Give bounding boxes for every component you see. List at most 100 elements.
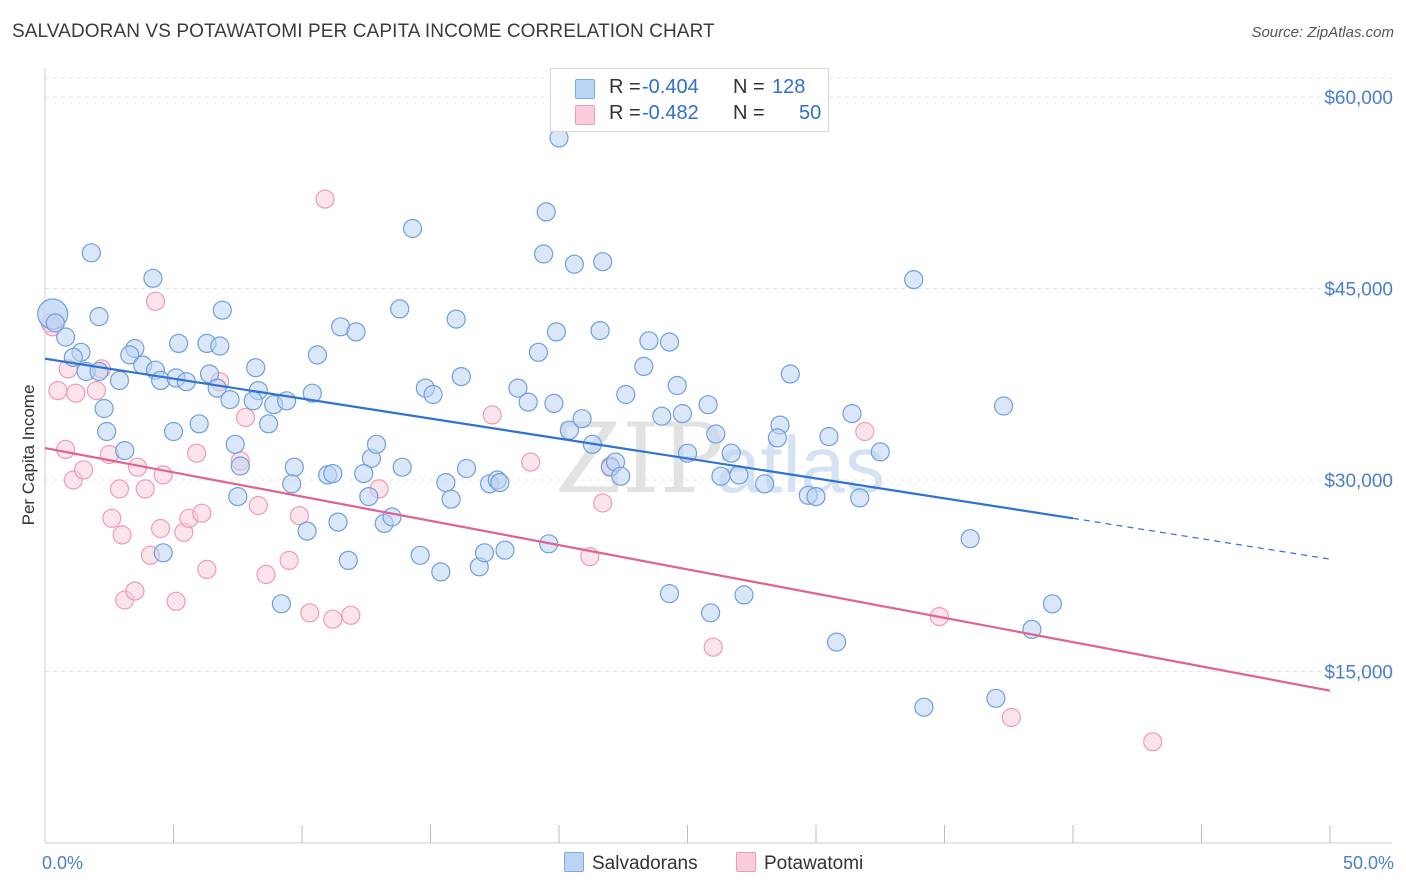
potawatomi-point bbox=[102, 508, 122, 528]
potawatomi-point bbox=[187, 443, 207, 463]
salvadorans-point bbox=[441, 489, 461, 509]
salvadorans-point bbox=[667, 375, 687, 396]
potawatomi-point bbox=[135, 479, 155, 499]
salvadorans-point bbox=[611, 466, 631, 486]
salvadorans-point bbox=[826, 632, 847, 652]
trend-lines bbox=[44, 357, 1331, 692]
salvadorans-point bbox=[81, 243, 101, 263]
y-tick-label: $30,000 bbox=[1324, 471, 1393, 492]
salvadorans-point bbox=[528, 342, 549, 362]
salvadorans-point bbox=[259, 414, 279, 434]
salvadorans-point bbox=[711, 466, 731, 486]
salvadorans-point bbox=[993, 396, 1014, 416]
salvadorans-point bbox=[45, 313, 65, 333]
salvadorans-point bbox=[652, 406, 672, 426]
salvadorans-point bbox=[474, 543, 495, 563]
legend-n-label: N = bbox=[733, 102, 765, 124]
salvadorans-point bbox=[536, 202, 556, 222]
salvadorans-point bbox=[780, 364, 800, 384]
salvadorans-point bbox=[115, 441, 135, 461]
salvadorans-point bbox=[533, 244, 554, 264]
legend: R = -0.404 N = 128 R = -0.482 N = 50 bbox=[550, 68, 829, 132]
salvadorans-point bbox=[210, 336, 230, 356]
salvadorans-point bbox=[390, 299, 410, 319]
salvadorans-point bbox=[354, 464, 374, 484]
salvadorans-point bbox=[1042, 594, 1063, 614]
salvadorans-point bbox=[490, 473, 510, 493]
potawatomi-point bbox=[289, 506, 309, 526]
potawatomi-point bbox=[315, 189, 335, 209]
y-tick-label: $45,000 bbox=[1324, 280, 1393, 301]
salvadorans-point bbox=[451, 367, 471, 387]
potawatomi-point bbox=[73, 460, 94, 480]
salvadorans-point bbox=[207, 378, 227, 398]
salvadorans-point bbox=[284, 457, 304, 477]
salvadorans-point bbox=[338, 550, 358, 571]
salvadorans-points bbox=[37, 128, 1063, 717]
potawatomi-point bbox=[248, 495, 268, 516]
chart-title: SALVADORAN VS POTAWATOMI PER CAPITA INCO… bbox=[12, 21, 715, 42]
salvadorans-point bbox=[616, 384, 636, 405]
salvadorans-point bbox=[659, 583, 680, 604]
legend-swatch-salvadorans bbox=[575, 79, 595, 99]
salvadorans-point bbox=[904, 270, 924, 290]
salvadorans-point bbox=[97, 421, 117, 442]
salvadorans-point bbox=[806, 487, 826, 507]
salvadorans-point bbox=[346, 322, 366, 342]
salvadorans-point bbox=[960, 529, 980, 549]
potawatomi-point bbox=[482, 405, 502, 425]
potawatomi-point bbox=[279, 550, 299, 571]
legend-n-label: N = bbox=[733, 76, 765, 98]
salvadorans-point bbox=[382, 507, 402, 527]
potawatomi-point bbox=[593, 493, 613, 513]
salvadorans-point bbox=[698, 395, 718, 415]
salvadorans-point bbox=[593, 252, 613, 272]
potawatomi-point bbox=[166, 591, 186, 611]
x-tick-label: 0.0% bbox=[42, 853, 83, 873]
potawatomi-point bbox=[151, 518, 171, 539]
salvadorans-point bbox=[410, 545, 430, 565]
salvadorans-point bbox=[870, 442, 890, 462]
x-tick-label: 50.0% bbox=[1343, 853, 1394, 873]
potawatomi-point bbox=[125, 581, 145, 601]
salvadorans-point bbox=[767, 428, 788, 448]
salvadorans-point bbox=[986, 688, 1006, 708]
salvadorans-point bbox=[55, 327, 76, 347]
potawatomi-point bbox=[192, 503, 212, 523]
salvadorans-point bbox=[729, 465, 749, 485]
salvadorans-point bbox=[402, 218, 423, 239]
potawatomi-point bbox=[86, 381, 107, 401]
potawatomi-point bbox=[112, 525, 132, 545]
salvadorans-point bbox=[754, 474, 775, 494]
salvadorans-point bbox=[189, 414, 209, 434]
potawatomi-point bbox=[1001, 707, 1021, 728]
salvadorans-point bbox=[302, 383, 322, 403]
potawatomi-point bbox=[300, 603, 320, 623]
salvadorans-point bbox=[228, 487, 248, 507]
potawatomi-point bbox=[521, 452, 541, 472]
legend-r-value: -0.482 bbox=[642, 102, 699, 124]
salvadorans-point bbox=[143, 268, 163, 288]
salvadorans-point bbox=[436, 473, 456, 493]
bottom-legend-potawatomi: Potawatomi bbox=[736, 852, 863, 875]
salvadorans-point bbox=[446, 309, 466, 329]
salvadorans-point bbox=[359, 487, 379, 507]
salvadorans-point bbox=[734, 585, 754, 605]
salvadorans-point bbox=[842, 404, 862, 424]
potawatomi-point bbox=[48, 381, 68, 401]
salvadorans-point bbox=[89, 307, 109, 327]
salvadorans-point bbox=[518, 392, 538, 412]
bottom-legend-swatch-salvadorans bbox=[564, 852, 584, 872]
salvadorans-point bbox=[212, 300, 232, 320]
bottom-legend-label-potawatomi: Potawatomi bbox=[764, 853, 864, 874]
legend-r-label: R = bbox=[609, 76, 641, 98]
bottom-legend-label-salvadorans: Salvadorans bbox=[592, 853, 698, 874]
bottom-legend-salvadorans: Salvadorans bbox=[564, 852, 698, 875]
potawatomi-point bbox=[197, 559, 217, 580]
potawatomi-point bbox=[1143, 732, 1163, 752]
salvadorans-point bbox=[639, 331, 659, 351]
salvadorans-point bbox=[109, 370, 130, 390]
salvadorans-point bbox=[672, 404, 693, 424]
salvadorans-point bbox=[225, 434, 245, 454]
